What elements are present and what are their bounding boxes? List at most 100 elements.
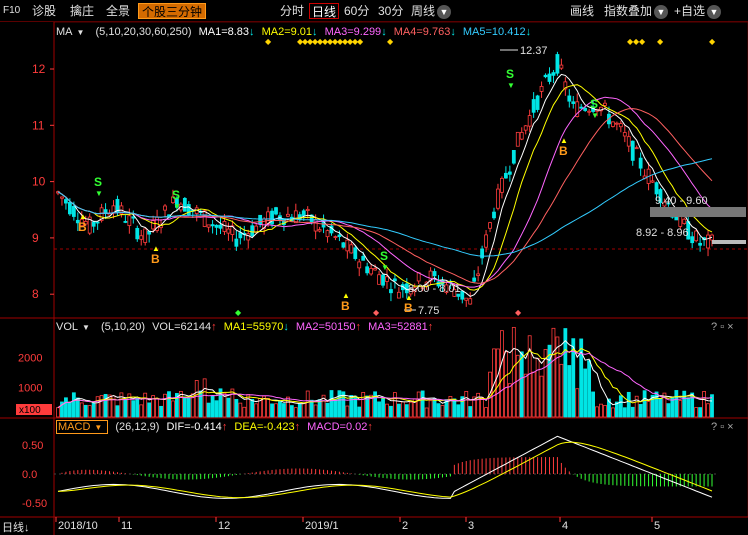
vol-indicator-name[interactable]: VOL ▼ — [56, 321, 94, 333]
volume-bar — [385, 403, 389, 418]
three-minute-tab[interactable]: 个股三分钟 — [138, 3, 207, 19]
candle-body — [171, 196, 175, 204]
volume-bar — [559, 363, 564, 418]
volume-bar — [99, 395, 104, 418]
candle-body — [416, 272, 421, 282]
volume-bar — [476, 392, 481, 418]
volume-bar — [266, 398, 270, 418]
ma2-value: MA2=9.01 — [261, 26, 313, 38]
candle-body — [365, 266, 370, 274]
period-60min[interactable]: 60分 — [344, 4, 370, 18]
vol-unit-label: x100 — [19, 405, 41, 416]
volume-bar — [242, 406, 247, 418]
sell-signal-label: S — [590, 97, 598, 111]
volume-bar — [250, 398, 255, 418]
help-icon[interactable]: ? — [711, 321, 718, 333]
candle-body — [234, 238, 239, 247]
macd-tick-label: -0.50 — [22, 498, 47, 510]
candle-body — [393, 278, 397, 282]
volume-bar — [535, 357, 540, 418]
period-30min[interactable]: 30分 — [378, 4, 404, 18]
window-icon[interactable]: ▫ — [720, 421, 725, 433]
draw-line-button[interactable]: 画线 — [570, 4, 595, 18]
price-tick-label: 10 — [32, 175, 46, 189]
period-daily[interactable]: 日线 — [309, 3, 340, 19]
sell-signal-label: S — [380, 249, 388, 263]
candle-body — [389, 289, 393, 294]
up-arrow-icon: ↑ — [427, 321, 434, 333]
chevron-down-icon: ▼ — [437, 4, 452, 19]
volume-bar — [64, 397, 68, 418]
volume-bar — [432, 398, 437, 418]
volume-bar — [500, 330, 504, 418]
period-label[interactable]: 日线↓ — [2, 519, 30, 535]
kline-chart[interactable]: 12 11 10 9 8 12.37 7.75 9.40 - 9.60 8.92 - 8.96 8… — [0, 21, 748, 535]
ma3-value: MA3=9.299 — [324, 26, 382, 38]
buy-signal-label: B — [151, 252, 160, 266]
volume-bar — [123, 398, 128, 418]
candle-body — [202, 210, 207, 227]
candle-body — [618, 123, 623, 128]
macd-tick-label: 0.0 — [22, 469, 37, 481]
volume-bar — [270, 403, 274, 418]
f10-button[interactable]: F10 — [3, 5, 21, 16]
down-arrow-icon: ↓ — [283, 321, 289, 333]
candle-body — [87, 216, 92, 234]
add-custom-button[interactable]: +自选 ▼ — [674, 3, 722, 19]
up-arrow-icon: ↑ — [367, 421, 373, 433]
ma1-value: MA1=8.83 — [198, 26, 250, 38]
chart-area[interactable]: 12 11 10 9 8 12.37 7.75 9.40 - 9.60 8.92 - 8.96 8… — [0, 21, 748, 535]
volume-bar — [472, 396, 477, 418]
volume-bar — [285, 396, 290, 418]
volume-bar — [436, 403, 441, 418]
volume-bar — [638, 404, 643, 418]
candle-body — [460, 290, 465, 300]
candle-body — [480, 248, 485, 259]
help-icon[interactable]: ? — [711, 421, 718, 433]
candle-body — [476, 273, 481, 276]
time-tick-label: 4 — [562, 520, 568, 532]
volume-bar — [389, 405, 393, 418]
candle-body — [135, 227, 140, 240]
volume-bar — [622, 407, 627, 418]
picker-button[interactable]: 擒庄 — [70, 4, 95, 18]
low-label: 7.75 — [418, 305, 439, 317]
candle-body — [60, 196, 64, 199]
ma-indicator-name[interactable]: MA ▼ — [56, 26, 88, 38]
volume-bar — [452, 398, 457, 418]
fullscreen-button[interactable]: 全景 — [106, 4, 131, 18]
volume-bar — [662, 392, 667, 418]
period-intraday[interactable]: 分时 — [280, 4, 305, 18]
volume-bar — [167, 391, 171, 418]
vol-ma2-value: MA2=50150 — [295, 321, 356, 333]
volume-bar — [468, 406, 473, 418]
volume-bar — [131, 400, 136, 418]
vol-value: VOL=62144 — [152, 321, 212, 333]
volume-bar — [79, 402, 84, 418]
sell-signal-label: S — [94, 175, 102, 189]
period-weekly[interactable]: 周线 ▼ — [411, 3, 452, 19]
volume-bar — [515, 354, 520, 418]
close-icon[interactable]: × — [727, 321, 734, 333]
diagnose-button[interactable]: 诊股 — [32, 4, 57, 18]
volume-bar — [563, 328, 568, 418]
sell-arrow-icon: ▼ — [95, 189, 103, 198]
vol-name: VOL — [56, 321, 79, 333]
candle-body — [139, 235, 144, 240]
volume-bar — [75, 397, 80, 418]
macd-indicator-select[interactable]: MACD ▼ — [56, 420, 109, 434]
candle-body — [325, 230, 330, 238]
window-icon[interactable]: ▫ — [720, 321, 725, 333]
candle-body — [603, 102, 607, 106]
volume-bar — [246, 394, 251, 418]
index-overlay-button[interactable]: 指数叠加 ▼ — [604, 3, 669, 19]
vol-panel-controls: ? ▫ × — [711, 321, 734, 333]
volume-bar — [321, 394, 326, 418]
volume-bar — [630, 406, 635, 418]
volume-bar — [480, 397, 485, 418]
price-tick-label: 8 — [32, 287, 39, 301]
close-icon[interactable]: × — [727, 421, 734, 433]
volume-bar — [698, 407, 703, 418]
candle-body — [83, 221, 88, 225]
volume-bar — [349, 395, 354, 418]
